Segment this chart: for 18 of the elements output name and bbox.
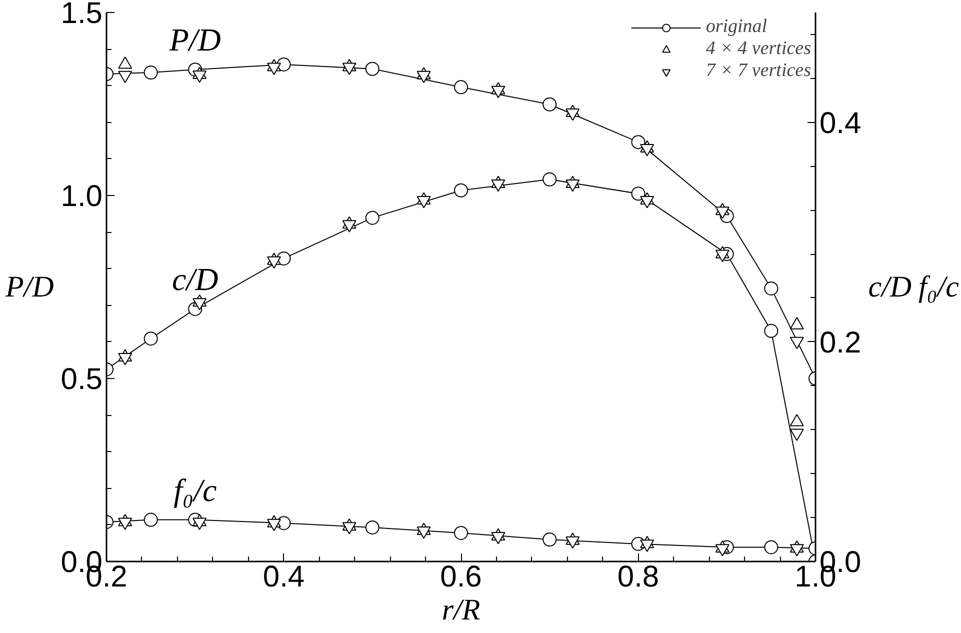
y2-tick-label: 0.2 <box>820 326 862 360</box>
legend-label: 7 × 7 vertices <box>706 60 811 82</box>
legend-label: original <box>706 16 768 38</box>
annotation: c/D <box>172 260 218 297</box>
x-tick-label: 0.4 <box>262 560 305 594</box>
x-tick-label: 0.8 <box>617 560 660 594</box>
y-tick-label: 1.0 <box>60 180 103 213</box>
text: f₀/c <box>918 270 959 304</box>
y2-tick-label: 0.4 <box>820 106 862 140</box>
y2-axis-title: c/D <box>868 270 912 304</box>
legend-label: 4 × 4 vertices <box>706 38 811 60</box>
x-tick-label: 0.6 <box>440 560 482 594</box>
annotation: f₀/c <box>174 472 217 508</box>
x-axis-title: r/R <box>442 594 480 626</box>
y-axis-title: P/D <box>4 270 54 304</box>
y-tick-label: 0.5 <box>60 363 103 396</box>
annotation: P/D <box>168 22 221 58</box>
y-tick-label: 1.5 <box>60 0 103 30</box>
